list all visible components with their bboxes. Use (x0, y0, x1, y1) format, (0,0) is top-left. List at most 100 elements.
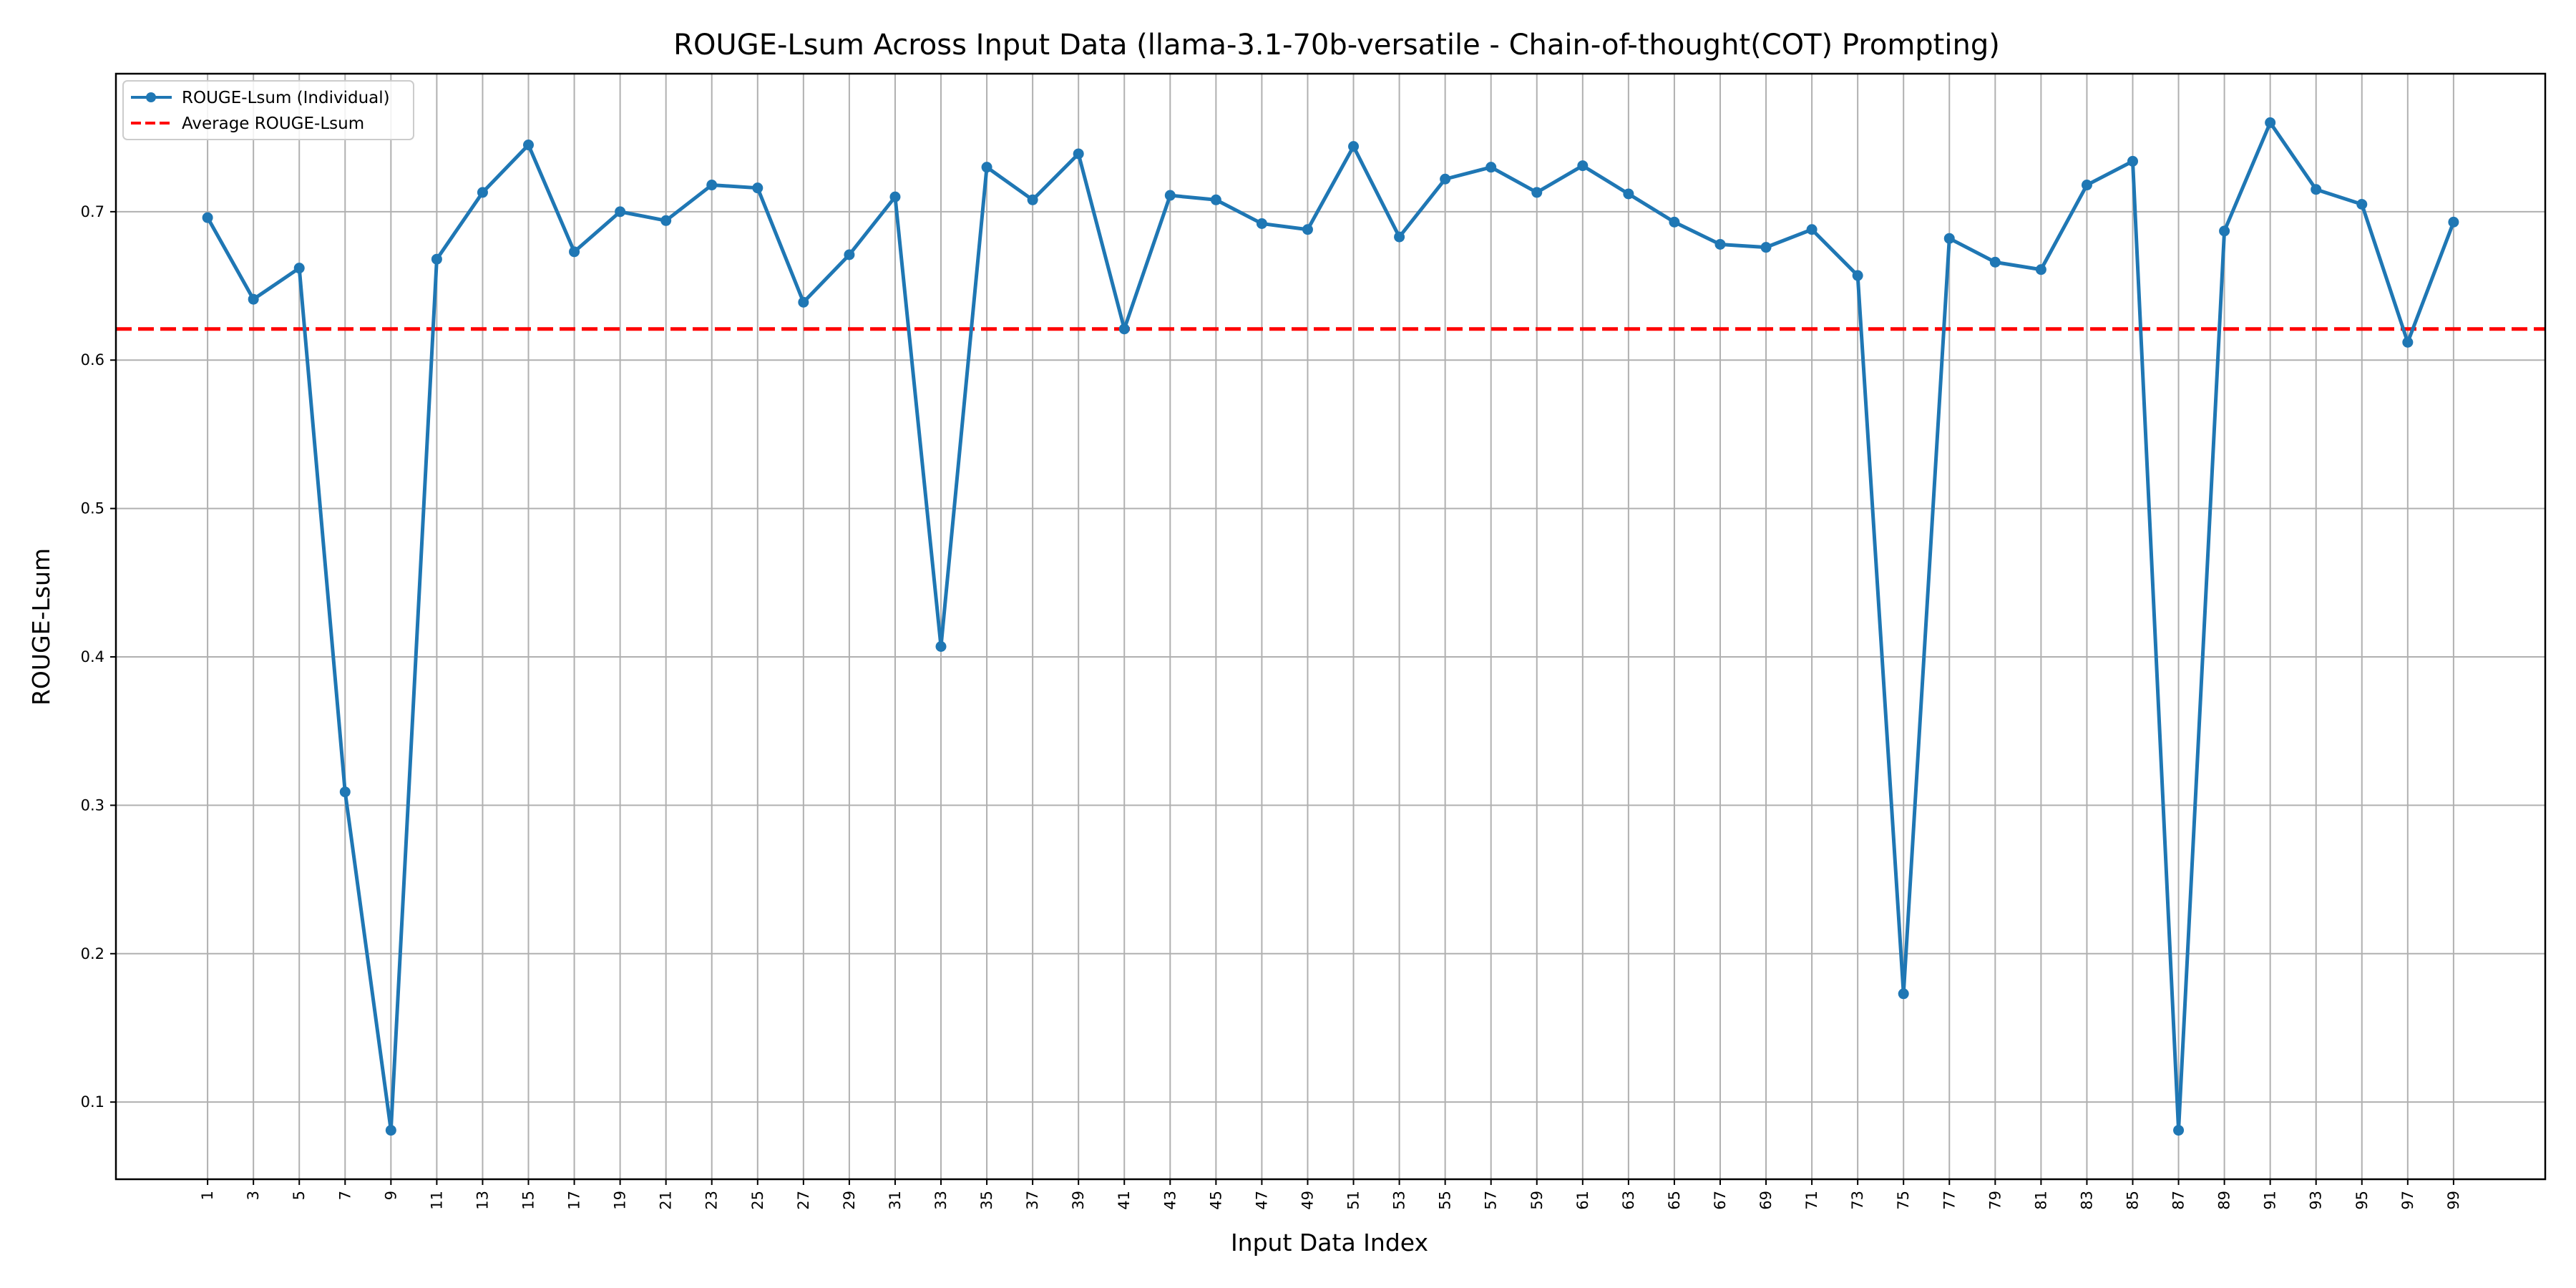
data-point (2035, 264, 2046, 275)
x-tick-label: 85 (2124, 1191, 2141, 1210)
plot-frame (114, 72, 2547, 1181)
data-point (1256, 218, 1267, 229)
data-point (889, 191, 901, 203)
y-tick-label: 0.3 (81, 796, 104, 814)
data-point (431, 253, 442, 265)
data-point (1118, 323, 1130, 335)
data-point (1577, 160, 1589, 172)
x-tick-label: 9 (382, 1191, 399, 1200)
x-tick-label: 35 (978, 1191, 995, 1210)
x-tick-label: 89 (2216, 1191, 2233, 1210)
y-ticks: 0.1 0.2 0.3 0.4 0.5 0.6 0.7 (81, 203, 116, 1111)
x-tick-label: 7 (336, 1191, 353, 1200)
legend-box (122, 80, 414, 140)
x-tick-label: 67 (1712, 1191, 1729, 1210)
x-tick-label: 21 (658, 1191, 675, 1210)
data-point (2081, 180, 2092, 191)
data-point (2311, 184, 2322, 195)
x-tick-label: 25 (749, 1191, 766, 1210)
x-tick-label: 59 (1528, 1191, 1546, 1210)
x-tick-label: 51 (1345, 1191, 1362, 1210)
data-point (1210, 194, 1221, 205)
data-point (477, 187, 488, 198)
data-point (1669, 216, 1680, 228)
data-point (1760, 242, 1772, 253)
x-tick-label: 39 (1070, 1191, 1087, 1210)
chart-title: ROUGE-Lsum Across Input Data (llama-3.1-… (673, 29, 2000, 62)
x-tick-label: 15 (520, 1191, 537, 1210)
legend: ROUGE-Lsum (Individual) Average ROUGE-Ls… (122, 80, 414, 140)
data-point (2265, 117, 2276, 128)
x-ticks: 1 3 5 7 9 11 13 15 17 19 21 23 25 27 29 31 33 35 37 39 41 43 4… (199, 1179, 2462, 1210)
x-tick-label: 97 (2399, 1191, 2416, 1210)
x-tick-label: 95 (2353, 1191, 2371, 1210)
x-tick-label: 75 (1895, 1191, 1912, 1210)
data-point (1394, 231, 1405, 243)
data-point (1806, 224, 1818, 235)
data-point (1348, 141, 1360, 152)
x-tick-label: 47 (1253, 1191, 1270, 1210)
series-line (205, 120, 2456, 1133)
data-point (1714, 238, 1726, 250)
legend-series-label: ROUGE-Lsum (Individual) (182, 89, 390, 107)
data-point (1302, 224, 1313, 235)
x-tick-label: 33 (932, 1191, 950, 1210)
x-tick-label: 13 (474, 1191, 491, 1210)
x-tick-label: 63 (1620, 1191, 1637, 1210)
data-point (385, 1125, 396, 1136)
data-point (1852, 270, 1863, 281)
x-tick-label: 45 (1207, 1191, 1224, 1210)
x-tick-label: 87 (2170, 1191, 2187, 1210)
data-point (706, 180, 718, 191)
x-tick-label: 53 (1391, 1191, 1408, 1210)
data-point (1623, 188, 1634, 200)
x-tick-label: 19 (612, 1191, 629, 1210)
data-point (935, 640, 947, 652)
x-tick-label: 17 (566, 1191, 583, 1210)
data-point (2219, 225, 2230, 237)
legend-average-label: Average ROUGE-Lsum (182, 114, 364, 133)
x-tick-label: 29 (841, 1191, 858, 1210)
data-point (2173, 1125, 2185, 1136)
x-tick-label: 37 (1024, 1191, 1041, 1210)
x-tick-label: 11 (428, 1191, 445, 1210)
x-tick-label: 1 (199, 1191, 216, 1200)
x-tick-label: 61 (1574, 1191, 1591, 1210)
x-tick-label: 57 (1483, 1191, 1500, 1210)
data-point (798, 296, 809, 308)
x-tick-label: 49 (1299, 1191, 1316, 1210)
x-tick-label: 55 (1437, 1191, 1454, 1210)
data-point (2402, 336, 2414, 348)
data-point (1989, 256, 2001, 268)
y-tick-label: 0.1 (81, 1093, 104, 1111)
x-tick-label: 73 (1849, 1191, 1866, 1210)
data-point (1073, 148, 1084, 160)
data-point (569, 246, 580, 258)
grid-layer (116, 74, 2545, 1179)
x-tick-label: 65 (1666, 1191, 1683, 1210)
x-tick-label: 79 (1986, 1191, 2004, 1210)
data-point (1164, 190, 1176, 201)
y-tick-label: 0.4 (81, 648, 104, 665)
data-point (248, 293, 259, 305)
y-tick-label: 0.5 (81, 500, 104, 517)
data-point (660, 215, 672, 226)
x-axis-label: Input Data Index (1231, 1229, 1428, 1257)
legend-series-marker (146, 92, 156, 102)
x-tick-label: 81 (2032, 1191, 2049, 1210)
data-point (2448, 216, 2459, 228)
y-axis-label: ROUGE-Lsum (27, 548, 55, 706)
x-tick-label: 41 (1116, 1191, 1133, 1210)
x-tick-label: 5 (291, 1191, 308, 1200)
data-point (615, 206, 626, 218)
data-point (1943, 233, 1955, 244)
data-point (1898, 988, 1909, 1000)
data-point (981, 162, 992, 173)
y-tick-label: 0.6 (81, 351, 104, 369)
data-point (293, 263, 305, 274)
data-point (1027, 194, 1038, 205)
data-point (339, 786, 351, 798)
x-tick-label: 71 (1803, 1191, 1820, 1210)
data-point (2356, 198, 2368, 210)
data-point (1440, 173, 1451, 185)
